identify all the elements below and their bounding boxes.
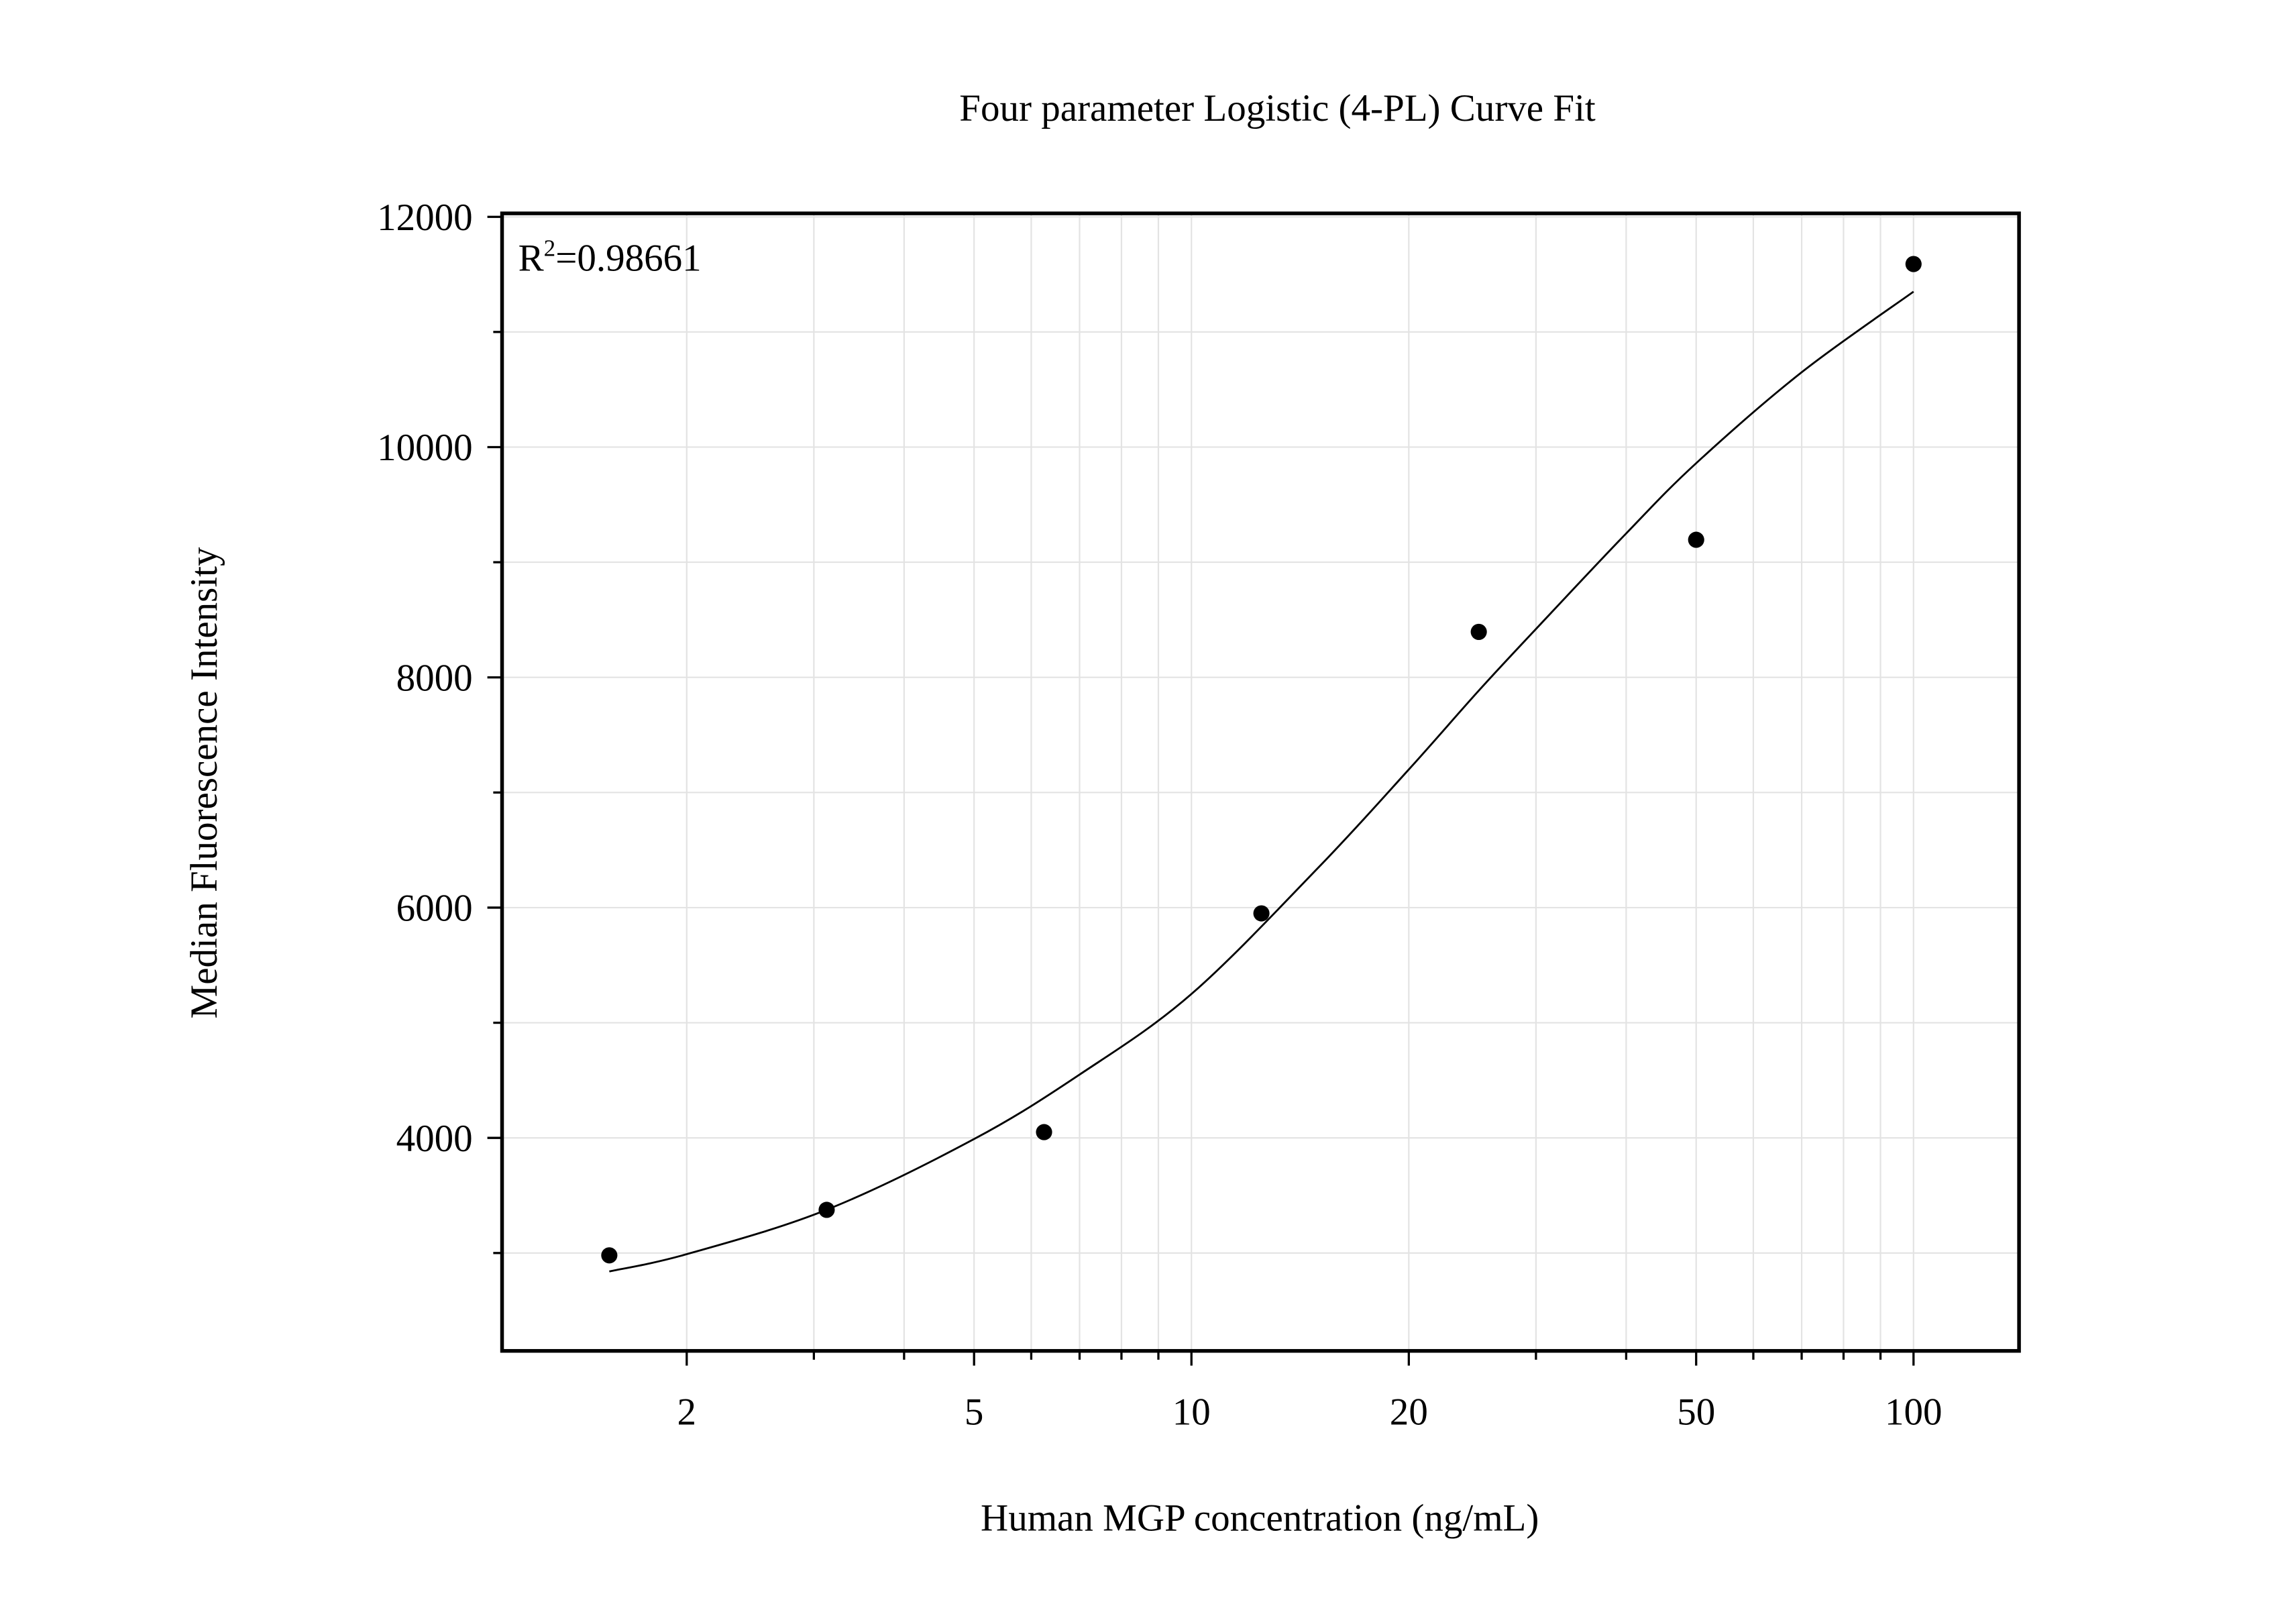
data-point: [1253, 905, 1270, 922]
r-label: R: [518, 237, 544, 280]
points-layer: [601, 256, 1922, 1264]
x-tick-label: 100: [1885, 1391, 1943, 1433]
x-axis-label: Human MGP concentration (ng/mL): [981, 1497, 1539, 1539]
data-point: [1036, 1124, 1052, 1140]
r-superscript: 2: [544, 235, 556, 262]
y-tick-label: 8000: [396, 657, 473, 699]
chart-title: Four parameter Logistic (4-PL) Curve Fit: [959, 87, 1596, 129]
r-squared-annotation: R2=0.98661: [518, 235, 702, 280]
y-tick-label: 12000: [377, 197, 473, 239]
x-tick-label: 10: [1172, 1391, 1211, 1433]
data-point: [818, 1201, 835, 1218]
data-point: [1688, 531, 1704, 548]
x-tick-label: 2: [677, 1391, 697, 1433]
x-tick-label: 20: [1390, 1391, 1428, 1433]
y-tick-label: 6000: [396, 888, 473, 930]
plot-frame: [500, 211, 2021, 1353]
y-tick-label: 4000: [396, 1118, 473, 1160]
r-value: =0.98661: [555, 237, 701, 280]
axis-ticks: 2 5 10 20 50 100 4000 6000 8000 10000 12000: [377, 197, 1942, 1433]
fit-curve: [609, 290, 1914, 1273]
data-point: [601, 1247, 618, 1264]
fit-curve-layer: [609, 290, 1914, 1273]
y-tick-label: 10000: [377, 427, 473, 469]
y-axis-label: Median Fluorescence Intensity: [183, 547, 225, 1018]
grid: [502, 213, 2020, 1351]
data-point: [1470, 623, 1487, 640]
x-tick-label: 5: [965, 1391, 984, 1433]
x-tick-label: 50: [1677, 1391, 1715, 1433]
data-point: [1905, 256, 1922, 272]
